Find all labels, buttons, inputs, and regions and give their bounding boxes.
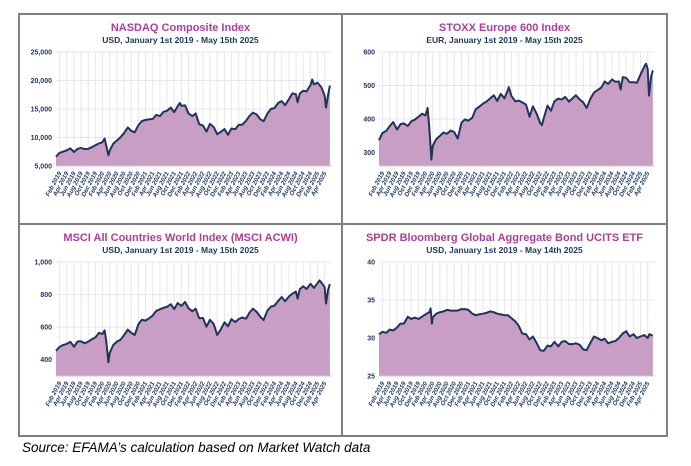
chart-subtitle-spdr-bond: USD, January 1st 2019 - May 14th 2025 bbox=[426, 245, 583, 255]
y-tick-label: 1,000 bbox=[34, 260, 52, 267]
source-note: Source: EFAMA’s calculation based on Mar… bbox=[22, 440, 371, 455]
chart-panel-nasdaq: NASDAQ Composite Index USD, January 1st … bbox=[20, 15, 343, 225]
y-tick-label: 600 bbox=[40, 325, 52, 332]
series-area bbox=[379, 308, 653, 376]
y-tick-label: 25,000 bbox=[31, 50, 53, 57]
y-tick-label: 40 bbox=[367, 260, 375, 267]
chart-panel-spdr-bond: SPDR Bloomberg Global Aggregate Bond UCI… bbox=[343, 225, 666, 435]
series-area bbox=[56, 280, 330, 376]
chart-panel-stoxx: STOXX Europe 600 Index EUR, January 1st … bbox=[343, 15, 666, 225]
chart-title-stoxx: STOXX Europe 600 Index bbox=[438, 22, 571, 34]
y-tick-label: 10,000 bbox=[31, 135, 53, 142]
y-tick-label: 400 bbox=[363, 117, 375, 124]
chart-title-spdr-bond: SPDR Bloomberg Global Aggregate Bond UCI… bbox=[365, 232, 644, 244]
chart-subtitle-nasdaq: USD, January 1st 2019 - May 15th 2025 bbox=[102, 35, 259, 45]
series-line bbox=[378, 62, 654, 161]
chart-subtitle-stoxx: EUR, January 1st 2019 - May 15th 2025 bbox=[426, 35, 583, 45]
charts-grid: NASDAQ Composite Index USD, January 1st … bbox=[18, 13, 668, 437]
series-area bbox=[379, 63, 653, 167]
chart-panel-msci: MSCI All Countries World Index (MSCI ACW… bbox=[20, 225, 343, 435]
y-tick-label: 30 bbox=[367, 336, 375, 343]
y-tick-label: 15,000 bbox=[31, 107, 53, 114]
y-tick-label: 20,000 bbox=[31, 78, 53, 85]
y-tick-label: 600 bbox=[363, 50, 375, 57]
y-tick-label: 500 bbox=[363, 83, 375, 90]
series-line bbox=[55, 78, 331, 158]
series-line bbox=[378, 307, 654, 352]
chart-subtitle-msci: USD, January 1st 2019 - May 15th 2025 bbox=[102, 245, 259, 255]
y-tick-label: 300 bbox=[363, 150, 375, 157]
chart-title-msci: MSCI All Countries World Index (MSCI ACW… bbox=[63, 232, 298, 244]
series-line bbox=[55, 279, 331, 364]
y-tick-label: 25 bbox=[367, 374, 375, 381]
y-tick-label: 35 bbox=[367, 298, 375, 305]
y-tick-label: 5,000 bbox=[34, 164, 52, 171]
y-tick-label: 400 bbox=[40, 357, 52, 364]
chart-title-nasdaq: NASDAQ Composite Index bbox=[110, 22, 251, 34]
series-area bbox=[56, 79, 330, 166]
y-tick-label: 800 bbox=[40, 292, 52, 299]
